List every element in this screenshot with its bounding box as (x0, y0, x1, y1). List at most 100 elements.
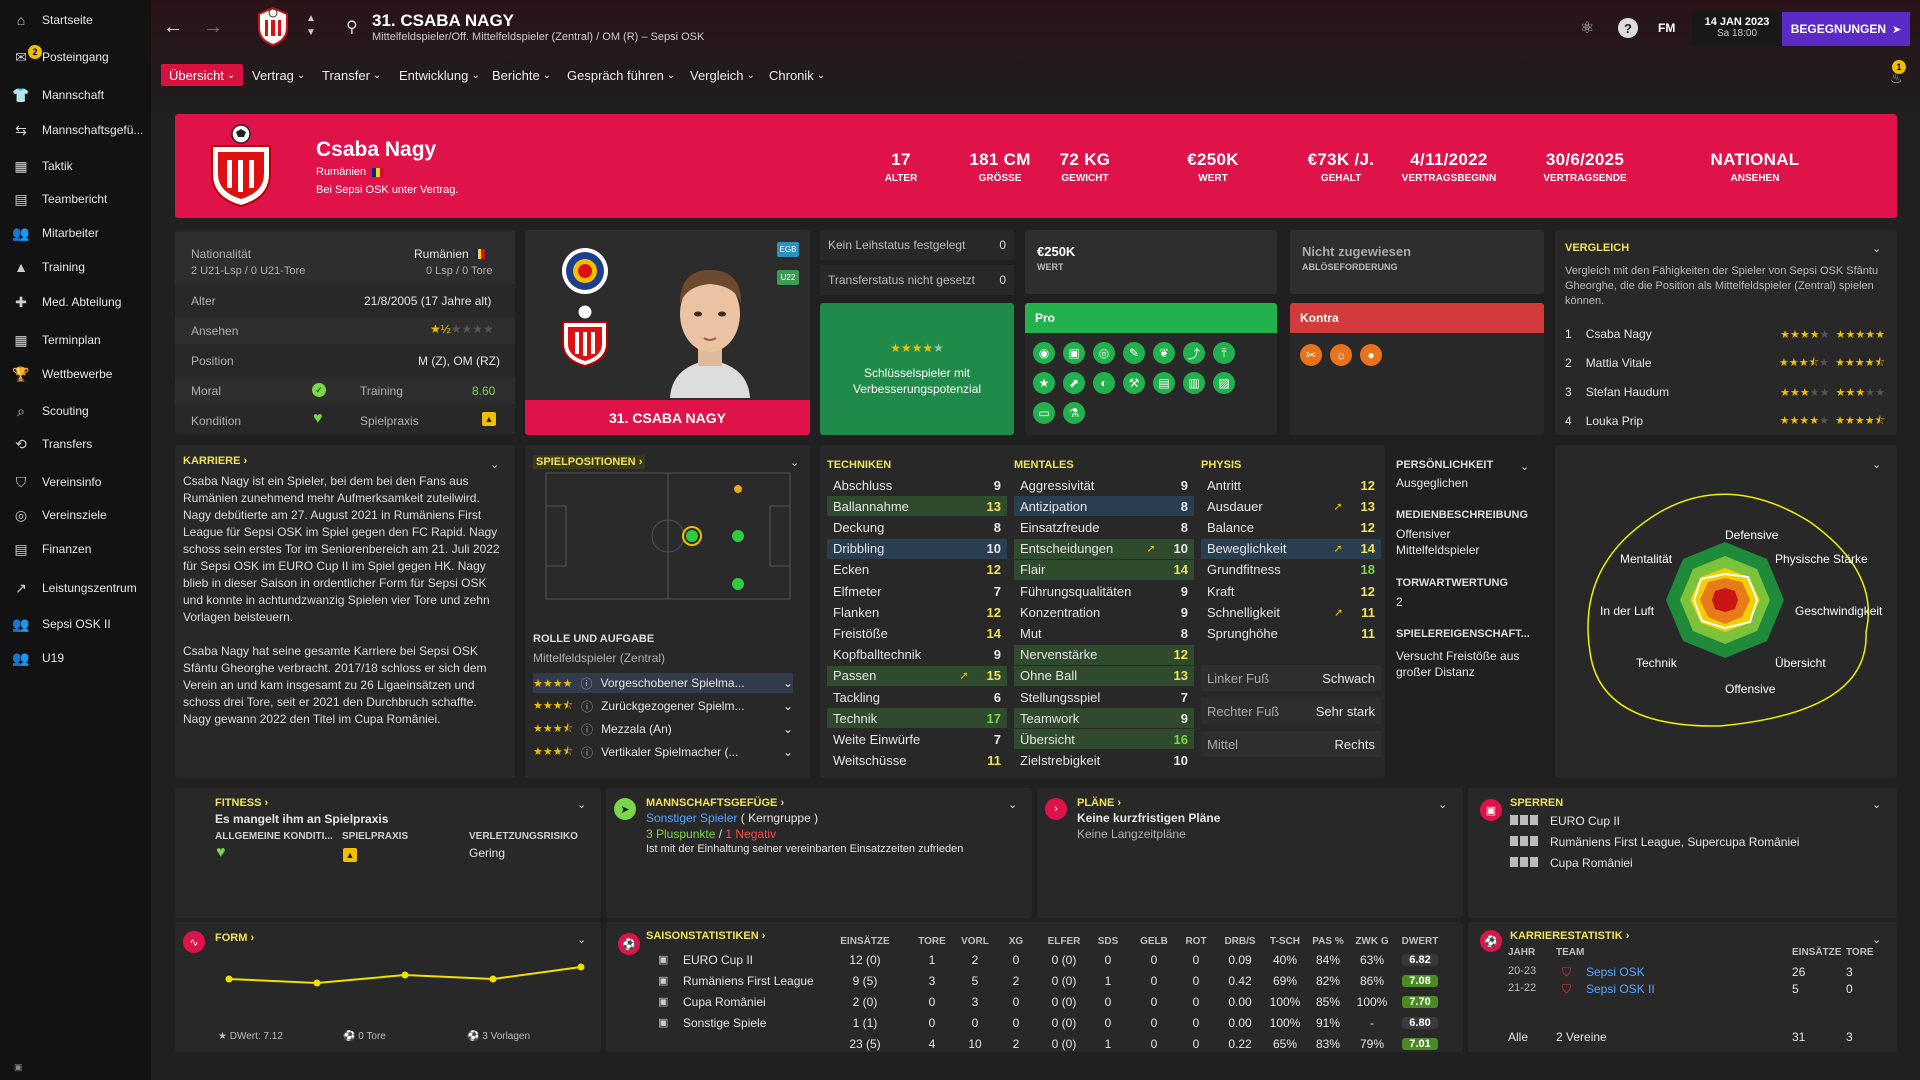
forward-arrow-icon[interactable]: → (203, 16, 223, 38)
loan-status-row[interactable]: Kein Leihstatus festgelegt 0 (820, 230, 1014, 260)
attribute-row[interactable]: Kraft 12 (1201, 581, 1381, 601)
attribute-row[interactable]: Balance 12 (1201, 517, 1381, 537)
attribute-row[interactable]: Zielstrebigkeit 10 (1014, 751, 1194, 771)
info-icon[interactable]: ⓘ (581, 699, 594, 714)
info-icon[interactable]: ⓘ (581, 722, 594, 737)
sidebar-item-13[interactable]: ⛉ Vereinsinfo (0, 469, 151, 495)
info-icon[interactable]: ⓘ (581, 745, 594, 760)
chevron-down-icon[interactable]: ⌄ (1008, 799, 1018, 811)
compare-row[interactable]: 4 Louka Prip ★★★★★ ★★★★⯪ (1565, 411, 1885, 431)
fm-menu-button[interactable]: FM (1658, 21, 1676, 35)
teamwork-icon[interactable]: ⚒ (1123, 372, 1145, 394)
chevron-down-icon[interactable]: ⌄ (1438, 799, 1448, 811)
sidebar-item-6[interactable]: 👥 Mitarbeiter (0, 220, 151, 246)
attribute-row[interactable]: Übersicht 16 (1014, 729, 1194, 750)
dynamics-title[interactable]: MANNSCHAFTSGEFÜGE › (646, 797, 785, 809)
attribute-row[interactable]: Stellungsspiel 7 (1014, 687, 1194, 707)
tab-7[interactable]: Chronik ⌄ (761, 64, 833, 86)
career-title[interactable]: KARRIERE › (183, 455, 248, 467)
sidebar-item-14[interactable]: ◎ Vereinsziele (0, 502, 151, 528)
sidebar-item-7[interactable]: ▲ Training (0, 254, 151, 280)
form-point[interactable] (225, 975, 233, 983)
attribute-row[interactable]: Kopfballtechnik 9 (827, 645, 1007, 665)
star-icon[interactable]: ★ (1033, 372, 1055, 394)
header-icon[interactable]: ▨ (1213, 372, 1235, 394)
nationality[interactable]: Rumänien (316, 166, 385, 178)
tab-3[interactable]: Entwicklung ⌄ (391, 64, 488, 86)
attribute-row[interactable]: Deckung 8 (827, 517, 1007, 537)
vision-icon[interactable]: ◐ (1093, 372, 1115, 394)
club-crest-icon[interactable] (256, 6, 290, 47)
form-point[interactable] (313, 979, 321, 987)
attribute-row[interactable]: Technik 17 (827, 708, 1007, 729)
attribute-row[interactable]: Freistöße 14 (827, 623, 1007, 643)
chevron-down-icon[interactable]: ⌄ (1872, 934, 1882, 946)
attribute-row[interactable]: Führungsqualitäten 9 (1014, 581, 1194, 601)
sidebar-item-18[interactable]: 👥 U19 (0, 645, 151, 671)
world-icon[interactable]: ⚛ (1580, 20, 1595, 37)
attribute-row[interactable]: Tackling 6 (827, 687, 1007, 707)
sidebar-item-17[interactable]: 👥 Sepsi OSK II (0, 611, 151, 637)
compare-row[interactable]: 2 Mattia Vitale ★★★⯪★ ★★★★⯪ (1565, 353, 1885, 373)
ball-minus-icon[interactable]: ● (1360, 344, 1382, 366)
physio-icon[interactable]: ⚗ (1063, 402, 1085, 424)
asking-price-card[interactable]: Nicht zugewiesen ABLÖSEFORDERUNG (1290, 230, 1544, 294)
chevron-down-icon[interactable]: ⌄ (577, 799, 587, 811)
sidebar-item-0[interactable]: ⌂ Startseite (0, 7, 151, 33)
attribute-row[interactable]: Schnelligkeit ➚ 11 (1201, 602, 1381, 622)
sidebar-item-16[interactable]: ↗ Leistungszentrum (0, 575, 151, 601)
competition-name[interactable]: Rumäniens First League (683, 974, 814, 988)
form-point[interactable] (401, 971, 409, 979)
attribute-row[interactable]: Flanken 12 (827, 602, 1007, 622)
lightbulb-icon[interactable]: ☼ (1330, 344, 1352, 366)
competition-name[interactable]: EURO Cup II (683, 953, 754, 967)
sidebar-item-10[interactable]: 🏆 Wettbewerbe (0, 361, 151, 387)
chevron-down-icon[interactable]: ⌄ (490, 459, 500, 471)
role-row[interactable]: ★★★⯪ ⓘ Zurückgezogener Spielm... ⌄ (533, 696, 793, 716)
attribute-row[interactable]: Beweglichkeit ➚ 14 (1201, 538, 1381, 559)
attribute-row[interactable]: Nervenstärke 12 (1014, 644, 1194, 665)
crossing-icon[interactable]: ▥ (1183, 372, 1205, 394)
positions-title[interactable]: SPIELPOSITIONEN › (533, 455, 646, 469)
attribute-row[interactable]: Ausdauer ➚ 13 (1201, 496, 1381, 516)
attribute-row[interactable]: Sprunghöhe 11 (1201, 623, 1381, 643)
role-row[interactable]: ★★★★ ⓘ Vorgeschobener Spielma... ⌄ (533, 673, 793, 693)
chevron-down-icon[interactable]: ⌄ (790, 457, 800, 469)
attribute-row[interactable]: Antritt 12 (1201, 475, 1381, 495)
attribute-row[interactable]: Konzentration 9 (1014, 602, 1194, 622)
career-team[interactable]: Sepsi OSK II (1586, 982, 1655, 996)
tab-4[interactable]: Berichte ⌄ (484, 64, 559, 86)
tab-6[interactable]: Vergleich ⌄ (682, 64, 763, 86)
compare-title[interactable]: VERGLEICH (1565, 242, 1630, 254)
tab-2[interactable]: Transfer ⌄ (314, 64, 389, 86)
attribute-row[interactable]: Flair 14 (1014, 559, 1194, 580)
attribute-row[interactable]: Grundfitness 18 (1201, 560, 1381, 580)
competition-name[interactable]: Cupa României (683, 995, 766, 1009)
transfer-status-row[interactable]: Transferstatus nicht gesetzt 0 (820, 265, 1014, 295)
competition-name[interactable]: Sonstige Spiele (683, 1016, 767, 1030)
chevron-down-icon[interactable]: ⌄ (782, 676, 793, 690)
chevron-down-icon[interactable]: ⌄ (782, 699, 793, 713)
sidebar-item-5[interactable]: ▤ Teambericht (0, 186, 151, 212)
attribute-row[interactable]: Weitschüsse 11 (827, 751, 1007, 771)
sidebar-item-4[interactable]: ▦ Taktik (0, 153, 151, 179)
chevron-down-icon[interactable]: ⌄ (1872, 459, 1882, 471)
season-stats-title[interactable]: SAISONSTATISTIKEN › (646, 930, 766, 942)
chevron-down-icon[interactable]: ⌄ (1872, 799, 1882, 811)
career-team[interactable]: Sepsi OSK (1586, 965, 1645, 979)
compare-row[interactable]: 3 Stefan Haudum ★★★★★ ★★★★★ (1565, 382, 1885, 402)
flair-icon[interactable]: ❦ (1153, 342, 1175, 364)
scissors-icon[interactable]: ✂ (1300, 344, 1322, 366)
role-row[interactable]: ★★★⯪ ⓘ Vertikaler Spielmacher (... ⌄ (533, 742, 793, 762)
free-kick-icon[interactable]: ▤ (1153, 372, 1175, 394)
compare-row[interactable]: 1 Csaba Nagy ★★★★★ ★★★★★ (1565, 324, 1885, 344)
chevron-down-icon[interactable]: ⌄ (1520, 461, 1530, 473)
attribute-row[interactable]: Einsatzfreude 8 (1014, 517, 1194, 537)
help-icon[interactable]: ? (1618, 18, 1638, 38)
info-icon[interactable]: ⓘ (580, 676, 593, 691)
set-piece-icon[interactable]: ⤒ (1213, 342, 1235, 364)
sidebar-item-15[interactable]: ▤ Finanzen (0, 536, 151, 562)
plans-title[interactable]: PLÄNE › (1077, 797, 1122, 809)
attribute-row[interactable]: Ballannahme 13 (827, 496, 1007, 517)
sidebar-item-12[interactable]: ⟲ Transfers (0, 431, 151, 457)
